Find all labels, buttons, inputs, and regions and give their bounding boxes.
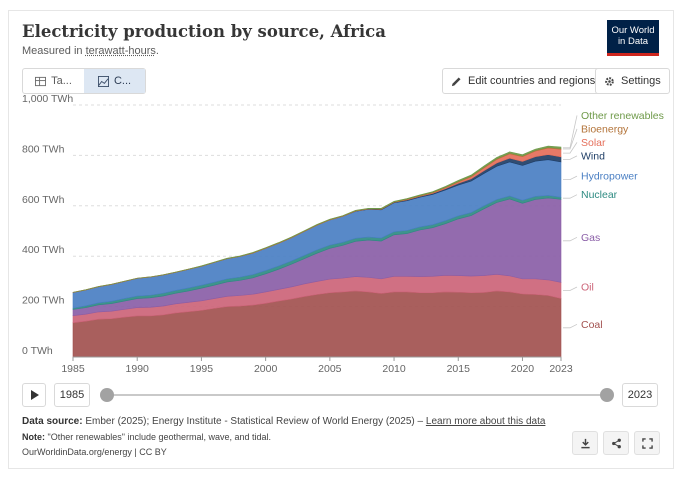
start-handle[interactable] xyxy=(100,388,114,402)
timeline: 1985 2023 xyxy=(22,383,660,407)
owid-logo[interactable]: Our World in Data xyxy=(607,20,659,56)
end-year-box[interactable]: 2023 xyxy=(622,383,658,407)
subtitle-prefix: Measured in xyxy=(22,45,86,57)
tab-chart[interactable]: C... xyxy=(84,69,145,93)
legend-label[interactable]: Bioenergy xyxy=(581,123,629,135)
x-tick-label: 1995 xyxy=(190,363,214,375)
note-text: "Other renewables" include geothermal, w… xyxy=(47,432,272,442)
legend-connector xyxy=(563,155,578,160)
subtitle-suffix: . xyxy=(155,45,159,57)
source-line: Data source: Ember (2025); Energy Instit… xyxy=(22,416,545,427)
x-tick-label: 2005 xyxy=(318,363,342,375)
legend-label[interactable]: Nuclear xyxy=(581,189,618,201)
y-tick-label: 600 TWh xyxy=(22,194,65,206)
legend-label[interactable]: Hydropower xyxy=(581,171,638,183)
tab-chart-label: C... xyxy=(113,75,132,87)
area-other-renewables[interactable] xyxy=(72,145,562,293)
logo-line-2: in Data xyxy=(617,36,649,47)
pencil-icon xyxy=(451,76,461,86)
view-tabs: Ta... C... xyxy=(22,68,146,94)
x-tick-label: 2020 xyxy=(511,363,535,375)
legend-label[interactable]: Coal xyxy=(581,319,603,331)
download-button[interactable] xyxy=(572,431,598,455)
settings-button[interactable]: Settings xyxy=(595,68,670,94)
legend-connector xyxy=(563,142,578,154)
note-label: Note: xyxy=(22,432,45,442)
x-tick-label: 2015 xyxy=(447,363,471,375)
unit-link[interactable]: terawatt-hours xyxy=(85,45,156,57)
y-tick-label: 400 TWh xyxy=(22,244,65,256)
edit-countries-button[interactable]: Edit countries and regions xyxy=(442,68,605,94)
download-icon xyxy=(580,438,590,448)
tab-table[interactable]: Ta... xyxy=(23,69,84,93)
source-label: Data source: xyxy=(22,416,83,427)
settings-label: Settings xyxy=(621,75,661,87)
legend-label[interactable]: Solar xyxy=(581,137,606,149)
legend-connector xyxy=(563,323,578,329)
x-tick-label: 1990 xyxy=(126,363,150,375)
credit-line[interactable]: OurWorldinData.org/energy | CC BY xyxy=(22,447,167,457)
share-button[interactable] xyxy=(603,431,629,455)
x-tick-label: 2000 xyxy=(254,363,278,375)
area-chart: 0 TWh 200 TWh 400 TWh 600 TWh 800 TWh 1,000 T… xyxy=(22,93,664,375)
legend-connector xyxy=(563,194,578,199)
start-year-box[interactable]: 1985 xyxy=(54,383,90,407)
play-icon xyxy=(30,390,39,400)
end-handle[interactable] xyxy=(600,388,614,402)
expand-icon xyxy=(641,437,653,449)
x-tick-label: 1985 xyxy=(61,363,85,375)
tab-table-label: Ta... xyxy=(51,75,72,87)
fullscreen-button[interactable] xyxy=(634,431,660,455)
note-line: Note: "Other renewables" include geother… xyxy=(22,432,271,442)
gear-icon xyxy=(605,76,614,86)
legend-label[interactable]: Oil xyxy=(581,282,594,294)
x-tick-label: 2010 xyxy=(382,363,406,375)
y-tick-label: 1,000 TWh xyxy=(22,93,73,105)
legend-connector xyxy=(563,236,578,242)
table-icon xyxy=(35,76,47,86)
legend-label[interactable]: Wind xyxy=(581,150,605,162)
chart-subtitle: Measured in terawatt-hours. xyxy=(22,45,159,57)
legend-label[interactable]: Gas xyxy=(581,232,600,244)
chart-title: Electricity production by source, Africa xyxy=(22,22,386,41)
legend-connector xyxy=(563,128,578,150)
legend-label[interactable]: Other renewables xyxy=(581,110,664,122)
y-tick-label: 200 TWh xyxy=(22,295,65,307)
play-button[interactable] xyxy=(22,383,46,407)
chart-icon xyxy=(97,75,109,87)
timeline-track[interactable] xyxy=(107,394,607,396)
logo-line-1: Our World xyxy=(611,25,655,36)
x-tick-label: 2023 xyxy=(549,363,573,375)
legend-connector xyxy=(563,115,578,149)
legend-connector xyxy=(563,175,578,181)
share-icon xyxy=(611,438,621,448)
learn-more-link[interactable]: Learn more about this data xyxy=(425,416,546,427)
edit-countries-label: Edit countries and regions xyxy=(468,75,596,87)
legend-connector xyxy=(563,286,578,291)
y-tick-label: 800 TWh xyxy=(22,143,65,155)
source-text: Ember (2025); Energy Institute - Statist… xyxy=(85,416,424,427)
y-tick-label: 0 TWh xyxy=(22,345,53,357)
